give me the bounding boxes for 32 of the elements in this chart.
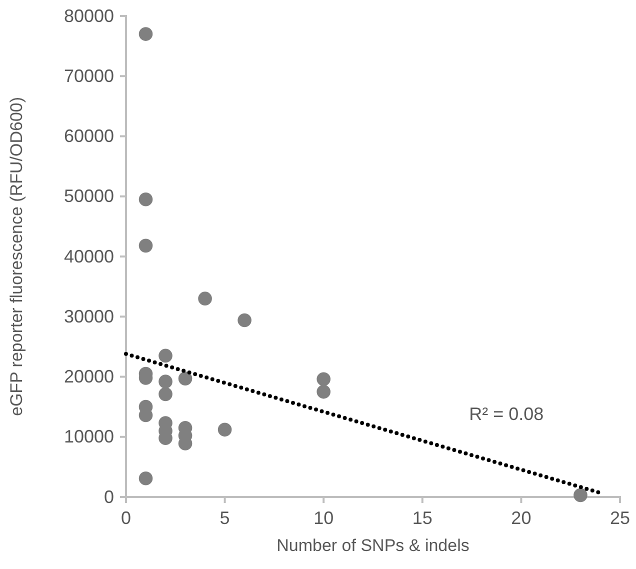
y-tick-label: 50000	[64, 186, 114, 206]
x-tick-label: 15	[412, 508, 432, 528]
point	[218, 422, 232, 437]
point	[574, 488, 588, 502]
x-tick-label: 10	[314, 508, 334, 528]
point	[138, 27, 153, 41]
x-tick-label: 20	[511, 508, 532, 528]
y-tick-label: 0	[104, 486, 114, 507]
point	[138, 238, 153, 253]
y-tick-label: 70000	[64, 66, 114, 86]
point	[316, 372, 331, 386]
y-tick-label: 20000	[64, 366, 114, 387]
y-tick-label: 10000	[64, 426, 114, 447]
x-tick-label: 5	[220, 508, 230, 528]
point	[178, 372, 192, 386]
x-tick-label: 0	[120, 508, 132, 528]
point	[316, 384, 331, 399]
y-tick-label: 40000	[64, 246, 114, 266]
point	[138, 192, 153, 206]
x-axis-title: Number of SNPs & indels	[276, 536, 470, 555]
annotation: R² = 0.08	[469, 404, 544, 424]
point	[158, 387, 172, 402]
x-tick-label: 25	[610, 508, 630, 528]
point	[238, 313, 252, 328]
point	[138, 471, 153, 486]
y-tick-label: 60000	[64, 126, 114, 146]
y-tick-label: 80000	[64, 6, 114, 26]
point	[158, 374, 172, 388]
point	[158, 348, 172, 363]
y-tick-label: 30000	[64, 306, 114, 326]
point	[198, 292, 212, 306]
y-axis-title: eGFP reporter fluorescence (RFU/OD600)	[7, 96, 26, 416]
